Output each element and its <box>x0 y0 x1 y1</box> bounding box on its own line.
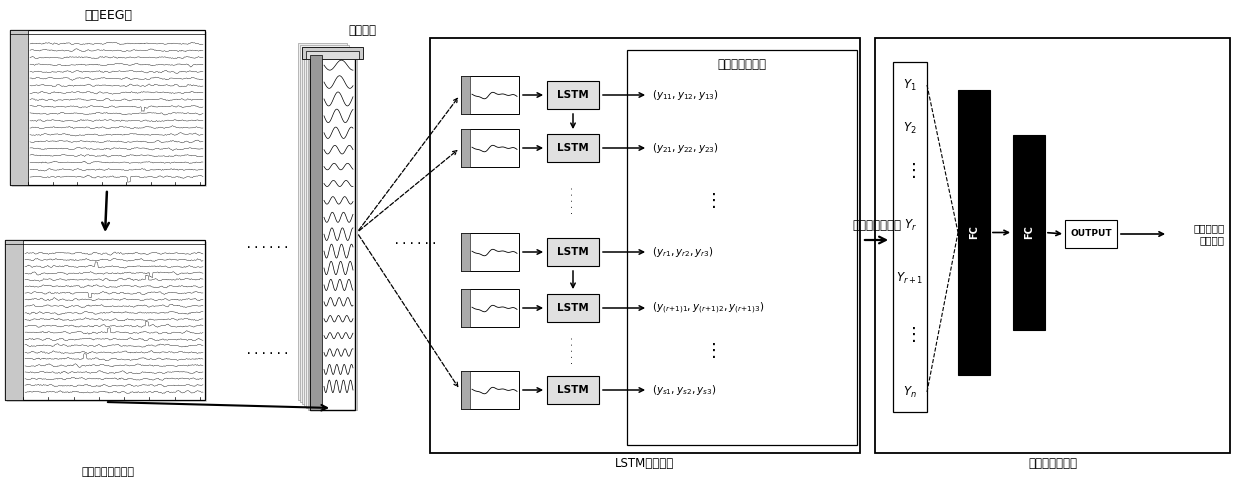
Bar <box>547 376 599 404</box>
Text: $\vdots$: $\vdots$ <box>904 161 916 180</box>
Text: $Y_2$: $Y_2$ <box>903 121 916 136</box>
Bar <box>5 240 24 400</box>
Bar <box>300 45 348 402</box>
Text: $(y_{(r\!+\!1)1},y_{(r\!+\!1)2},y_{(r\!+\!1)3})$: $(y_{(r\!+\!1)1},y_{(r\!+\!1)2},y_{(r\!+… <box>652 300 765 316</box>
Bar <box>875 38 1230 453</box>
Bar <box>1065 220 1117 248</box>
Text: $Y_r$: $Y_r$ <box>904 218 916 233</box>
Text: 原始EEG图: 原始EEG图 <box>84 9 131 22</box>
Text: FC: FC <box>1024 225 1034 240</box>
Text: ......: ...... <box>246 344 290 357</box>
Text: LSTM: LSTM <box>557 90 589 100</box>
Text: OUTPUT: OUTPUT <box>1070 229 1112 239</box>
Bar <box>308 53 357 410</box>
Bar <box>1013 135 1045 330</box>
Text: $(y_{21},y_{22},y_{23})$: $(y_{21},y_{22},y_{23})$ <box>652 141 719 155</box>
Bar <box>310 55 355 410</box>
Bar <box>306 51 360 59</box>
Bar <box>547 238 599 266</box>
Text: 多通道联合
分类结果: 多通道联合 分类结果 <box>1194 223 1225 245</box>
Bar <box>306 51 355 408</box>
Bar <box>461 233 470 271</box>
Bar <box>304 49 353 406</box>
Text: $(y_{s1},y_{s2},y_{s3})$: $(y_{s1},y_{s2},y_{s3})$ <box>652 383 717 397</box>
Bar <box>461 289 520 327</box>
Bar <box>461 233 520 271</box>
Bar <box>627 50 857 445</box>
Bar <box>461 129 520 167</box>
Text: 自适应加权融合: 自适应加权融合 <box>852 219 901 232</box>
Bar <box>461 129 470 167</box>
Bar <box>547 81 599 109</box>
Bar <box>959 90 990 375</box>
Text: $Y_n$: $Y_n$ <box>903 385 916 400</box>
Bar <box>310 55 322 410</box>
Bar <box>303 47 351 404</box>
Bar <box>7 242 207 402</box>
Text: $\vdots$: $\vdots$ <box>704 190 715 209</box>
Text: ......: ...... <box>393 233 438 246</box>
Text: $Y_{r+1}$: $Y_{r+1}$ <box>897 270 924 285</box>
Bar <box>430 38 861 453</box>
Bar <box>12 32 207 187</box>
Bar <box>10 30 29 185</box>
Text: $(y_{r1},y_{r2},y_{r3})$: $(y_{r1},y_{r2},y_{r3})$ <box>652 245 714 259</box>
Text: $\vdots$: $\vdots$ <box>904 325 916 345</box>
Bar <box>461 76 520 114</box>
Bar <box>461 371 470 409</box>
Bar <box>461 371 520 409</box>
Text: FC: FC <box>968 225 980 240</box>
Text: LSTM: LSTM <box>557 143 589 153</box>
Text: 单通道特征提取: 单通道特征提取 <box>718 58 766 70</box>
Text: LSTM: LSTM <box>557 247 589 257</box>
Text: ......: ...... <box>246 239 290 251</box>
Text: LSTM: LSTM <box>557 303 589 313</box>
Bar <box>5 240 205 400</box>
Text: $Y_1$: $Y_1$ <box>903 78 916 93</box>
Bar <box>10 30 205 185</box>
Bar <box>893 62 928 412</box>
Text: 滤波、去伪迹处理: 滤波、去伪迹处理 <box>82 467 134 477</box>
Text: 全连接神经网络: 全连接神经网络 <box>1028 457 1078 470</box>
Bar <box>303 47 363 59</box>
Text: LSTM神经网络: LSTM神经网络 <box>615 457 675 470</box>
Bar <box>547 294 599 322</box>
Text: 一次分割: 一次分割 <box>348 24 376 37</box>
Bar <box>547 134 599 162</box>
Text: $\vdots$: $\vdots$ <box>704 341 715 360</box>
Bar <box>298 43 347 400</box>
Text: LSTM: LSTM <box>557 385 589 395</box>
Text: $(y_{11},y_{12},y_{13})$: $(y_{11},y_{12},y_{13})$ <box>652 88 719 102</box>
Text: · · · · ·: · · · · · <box>568 186 578 214</box>
Bar <box>461 289 470 327</box>
Text: · · · · ·: · · · · · <box>568 336 578 364</box>
Bar <box>461 76 470 114</box>
